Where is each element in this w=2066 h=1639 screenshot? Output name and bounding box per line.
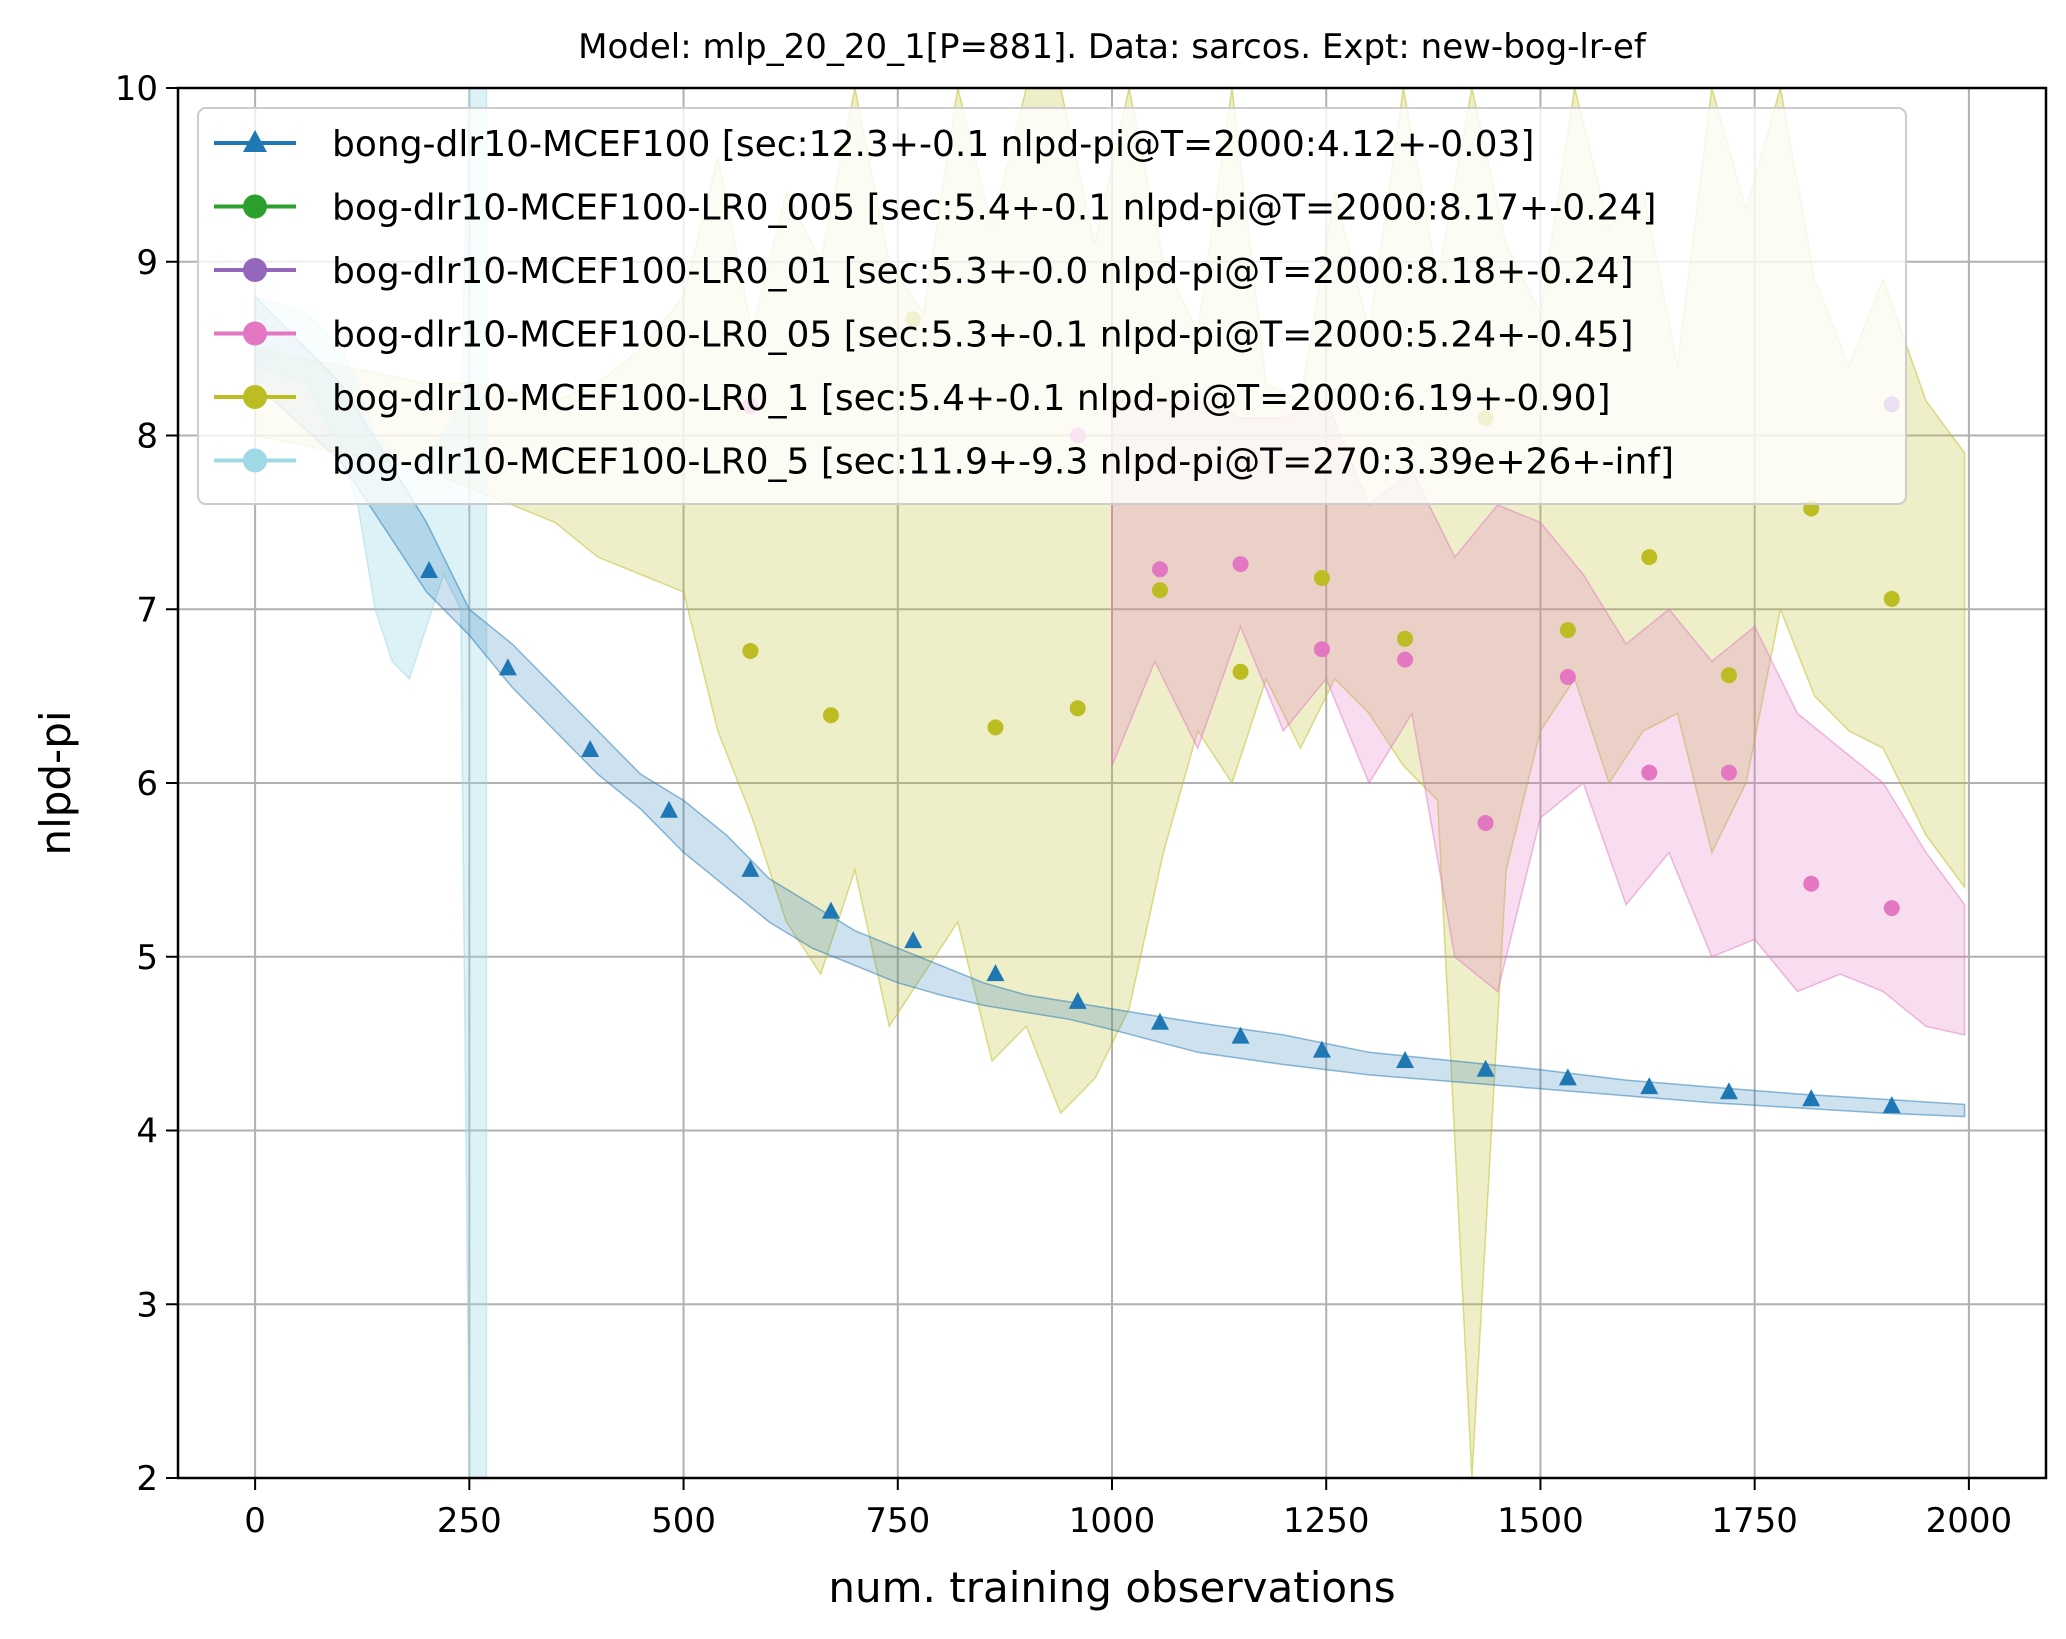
data-point	[1803, 875, 1820, 892]
data-point	[1396, 1051, 1415, 1068]
data-point	[986, 964, 1005, 982]
axis-ticks: 0 250 500 750 1000 1250 1500 1750 2000 2 3 4 5 6 7 8 9 10	[115, 69, 2012, 1541]
y-tick-label: 8	[136, 417, 158, 457]
legend-label: bong-dlr10-MCEF100 [sec:12.3+-0.1 nlpd-p…	[332, 124, 1534, 165]
legend-marker	[243, 321, 267, 346]
data-point	[1641, 764, 1658, 781]
data-point	[420, 561, 439, 579]
legend-marker	[243, 194, 267, 219]
x-tick-label: 750	[865, 1501, 930, 1541]
legend-label: bog-dlr10-MCEF100-LR0_05 [sec:5.3+-0.1 n…	[332, 315, 1634, 356]
x-tick-label: 0	[244, 1501, 266, 1541]
data-point	[659, 800, 678, 818]
data-point	[1558, 1068, 1577, 1086]
data-point	[1151, 561, 1168, 578]
x-tick-label: 1000	[1069, 1501, 1156, 1541]
x-axis-label: num. training observations	[828, 1563, 1395, 1612]
y-tick-label: 9	[136, 243, 158, 283]
data-point	[1068, 991, 1087, 1009]
data-point	[1313, 569, 1330, 586]
data-point	[1151, 582, 1168, 599]
legend-box	[197, 107, 1907, 505]
data-point	[1640, 1077, 1659, 1095]
data-point	[1231, 1026, 1250, 1044]
data-point	[822, 707, 839, 724]
data-point	[1883, 900, 1900, 917]
x-tick-label: 1250	[1283, 1501, 1370, 1541]
legend: bong-dlr10-MCEF100 [sec:12.3+-0.1 nlpd-p…	[197, 107, 1907, 505]
data-point	[1641, 549, 1658, 566]
data-point	[1150, 1012, 1169, 1030]
x-tick-label: 2000	[1926, 1501, 2013, 1541]
data-point	[741, 859, 760, 877]
data-point	[821, 901, 840, 919]
data-point	[1882, 1096, 1901, 1114]
data-point	[1477, 814, 1494, 831]
data-point	[904, 931, 923, 949]
legend-marker	[243, 130, 267, 152]
data-point	[1069, 700, 1086, 717]
data-point	[1559, 622, 1576, 639]
y-tick-label: 6	[136, 764, 158, 804]
legend-marker	[243, 448, 267, 473]
legend-label: bog-dlr10-MCEF100-LR0_01 [sec:5.3+-0.0 n…	[332, 251, 1634, 292]
legend-marker	[243, 258, 267, 282]
data-point	[1313, 641, 1330, 658]
data-point	[1559, 669, 1576, 686]
data-point	[498, 658, 517, 676]
legend-marker	[243, 385, 267, 409]
data-point	[1883, 590, 1900, 607]
legend-label: bog-dlr10-MCEF100-LR0_5 [sec:11.9+-9.3 n…	[332, 442, 1674, 483]
y-tick-label: 5	[136, 938, 158, 978]
x-tick-label: 1500	[1497, 1501, 1584, 1541]
data-point	[581, 739, 600, 757]
legend-label: bog-dlr10-MCEF100-LR0_1 [sec:5.4+-0.1 nl…	[332, 378, 1611, 419]
data-point	[1232, 663, 1249, 680]
legend-label: bog-dlr10-MCEF100-LR0_005 [sec:5.4+-0.1 …	[332, 188, 1656, 229]
data-point	[1312, 1040, 1331, 1058]
data-point	[1802, 1089, 1821, 1107]
y-tick-label: 4	[136, 1112, 158, 1152]
data-point	[1476, 1059, 1495, 1077]
y-tick-label: 7	[136, 590, 158, 630]
uncertainty-band	[254, 294, 1966, 1118]
data-point	[1232, 556, 1249, 573]
data-point	[1719, 1082, 1738, 1100]
data-point	[1720, 764, 1737, 781]
y-tick-label: 3	[136, 1285, 158, 1325]
x-tick-label: 500	[651, 1501, 716, 1541]
y-tick-label: 10	[115, 69, 158, 109]
y-tick-label: 2	[136, 1459, 158, 1499]
data-point	[1397, 651, 1414, 668]
x-tick-label: 1750	[1711, 1501, 1798, 1541]
data-point	[1720, 667, 1737, 684]
chart-title: Model: mlp_20_20_1[P=881]. Data: sarcos.…	[578, 27, 1647, 67]
data-point	[1397, 630, 1414, 647]
y-axis-label: nlpd-pi	[31, 710, 80, 855]
data-point	[987, 719, 1004, 736]
x-tick-label: 250	[437, 1501, 502, 1541]
data-point	[742, 642, 759, 659]
